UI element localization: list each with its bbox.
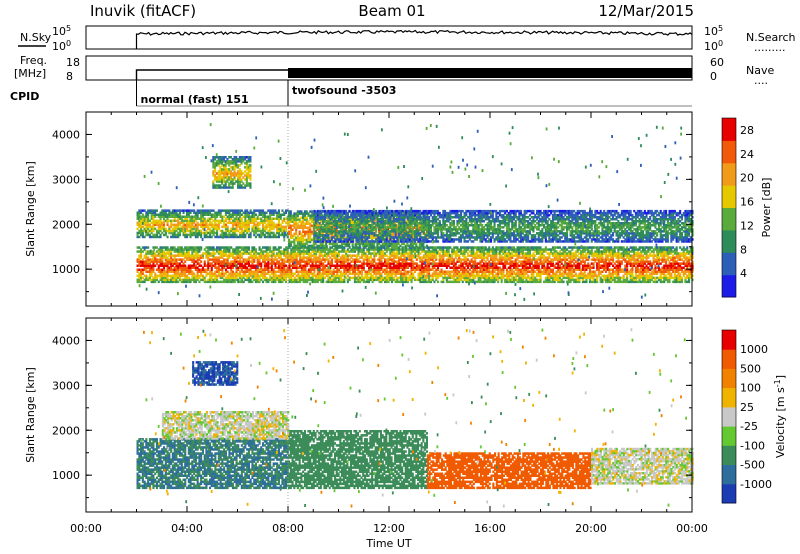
x-tick-label-1: 04:00 bbox=[171, 522, 203, 535]
power-colorbar-swatch-3 bbox=[722, 207, 736, 231]
cpid-program-0: normal (fast) 151 bbox=[141, 93, 249, 106]
freq-left-label-top: Freq. bbox=[20, 54, 47, 67]
power-ylabel: Slant Range [km] bbox=[24, 161, 37, 257]
nave-right-tick-top: 60 bbox=[710, 56, 724, 69]
cpid-program-1: twofsound -3503 bbox=[292, 84, 396, 97]
velocity-heatmap bbox=[136, 328, 694, 508]
power-colorbar-frame bbox=[721, 117, 737, 298]
freq-trace bbox=[135, 69, 288, 80]
power-ytick-label-3: 4000 bbox=[52, 128, 80, 141]
velocity-region-4 bbox=[591, 447, 694, 485]
power-region-2 bbox=[212, 156, 252, 189]
velocity-ytick-label-2: 3000 bbox=[52, 379, 80, 392]
nave-label-dots: .... bbox=[754, 74, 768, 87]
velocity-colorbar-swatch-4 bbox=[722, 406, 736, 427]
power-colorbar-tick-1: 8 bbox=[740, 243, 747, 256]
power-colorbar-tick-0: 4 bbox=[740, 267, 747, 280]
date-title: 12/Mar/2015 bbox=[598, 2, 694, 20]
power-colorbar-tick-6: 28 bbox=[740, 124, 754, 137]
noise-right-tick-top: 105 bbox=[704, 24, 723, 38]
power-colorbar-swatch-0 bbox=[722, 274, 736, 298]
power-colorbar-tick-5: 24 bbox=[740, 148, 754, 161]
x-tick-label-0: 00:00 bbox=[70, 522, 102, 535]
power-colorbar-swatch-4 bbox=[722, 185, 736, 208]
nave-label: Nave bbox=[746, 64, 774, 77]
velocity-region-5 bbox=[161, 411, 290, 440]
beam-title: Beam 01 bbox=[358, 2, 425, 20]
x-tick-label-5: 20:00 bbox=[575, 522, 607, 535]
power-colorbar-tick-3: 16 bbox=[740, 196, 754, 209]
velocity-ytick-label-1: 2000 bbox=[52, 424, 80, 437]
power-colorbar-swatch-6 bbox=[722, 140, 736, 164]
velocity-colorbar-label: Velocity [m s-1] bbox=[773, 375, 787, 458]
station-title: Inuvik (fitACF) bbox=[90, 2, 196, 20]
noise-sky-trace bbox=[135, 29, 693, 49]
velocity-region-2 bbox=[288, 430, 428, 490]
velocity-colorbar-swatch-3 bbox=[722, 426, 736, 446]
power-colorbar-swatch-2 bbox=[722, 229, 736, 253]
velocity-colorbar-swatch-2 bbox=[722, 445, 736, 465]
power-region-1 bbox=[136, 209, 289, 239]
x-axis-label: Time UT bbox=[365, 537, 411, 550]
velocity-colorbar-tick-3: 25 bbox=[740, 401, 754, 414]
velocity-region-1 bbox=[192, 361, 239, 386]
velocity-colorbar-swatch-1 bbox=[722, 464, 736, 485]
velocity-colorbar-tick-0: 1000 bbox=[740, 343, 768, 356]
velocity-colorbar-swatch-7 bbox=[722, 349, 736, 369]
velocity-colorbar-tick-6: -500 bbox=[740, 459, 765, 472]
velocity-speckles bbox=[140, 328, 694, 508]
velocity-colorbar-frame bbox=[721, 329, 737, 504]
velocity-region-3 bbox=[426, 452, 592, 490]
nave-trace-dense bbox=[288, 68, 692, 78]
noise-panel-frame bbox=[85, 25, 693, 50]
power-colorbar-tick-2: 12 bbox=[740, 219, 754, 232]
power-colorbar-swatch-5 bbox=[722, 162, 736, 186]
velocity-colorbar-tick-7: -1000 bbox=[740, 478, 772, 491]
velocity-ylabel: Slant Range [km] bbox=[24, 367, 37, 463]
noise-right-label: N.Search bbox=[746, 31, 796, 44]
velocity-colorbar-tick-2: 100 bbox=[740, 382, 761, 395]
x-tick-label-2: 08:00 bbox=[272, 522, 304, 535]
power-speckles bbox=[137, 123, 694, 301]
power-ytick-label-2: 3000 bbox=[52, 173, 80, 186]
velocity-colorbar-swatch-5 bbox=[722, 387, 736, 408]
velocity-colorbar-tick-4: -25 bbox=[740, 420, 758, 433]
velocity-ytick-label-3: 4000 bbox=[52, 334, 80, 347]
nave-right-tick-bottom: 0 bbox=[710, 70, 717, 83]
power-ytick-label-0: 1000 bbox=[52, 263, 80, 276]
noise-right-tick-bottom: 100 bbox=[704, 39, 723, 53]
velocity-colorbar-tick-1: 500 bbox=[740, 362, 761, 375]
noise-left-label: N.Sky bbox=[20, 31, 52, 44]
power-colorbar-tick-4: 20 bbox=[740, 172, 754, 185]
freq-left-label-bottom: [MHz] bbox=[14, 67, 46, 80]
power-heatmap bbox=[136, 123, 694, 301]
noise-left-tick-bottom: 100 bbox=[52, 39, 71, 53]
freq-left-tick-top: 18 bbox=[66, 56, 80, 69]
power-colorbar-label: Power [dB] bbox=[760, 178, 773, 238]
x-tick-label-3: 12:00 bbox=[373, 522, 405, 535]
velocity-colorbar-swatch-0 bbox=[722, 483, 736, 504]
velocity-ytick-label-0: 1000 bbox=[52, 469, 80, 482]
noise-left-tick-top: 105 bbox=[52, 24, 71, 38]
freq-left-tick-bottom: 8 bbox=[66, 70, 73, 83]
power-colorbar-swatch-1 bbox=[722, 252, 736, 276]
power-colorbar-swatch-7 bbox=[722, 118, 736, 141]
velocity-colorbar-tick-5: -100 bbox=[740, 439, 765, 452]
velocity-colorbar-swatch-6 bbox=[722, 368, 736, 389]
power-ytick-label-1: 2000 bbox=[52, 218, 80, 231]
power-region-4 bbox=[313, 209, 694, 243]
power-region-0 bbox=[136, 246, 694, 284]
x-tick-label-6: 00:00 bbox=[676, 522, 708, 535]
velocity-colorbar-swatch-8 bbox=[722, 330, 736, 350]
noise-right-label-dots: ......... bbox=[754, 41, 785, 54]
cpid-label: CPID bbox=[10, 90, 39, 103]
x-tick-label-4: 16:00 bbox=[474, 522, 506, 535]
